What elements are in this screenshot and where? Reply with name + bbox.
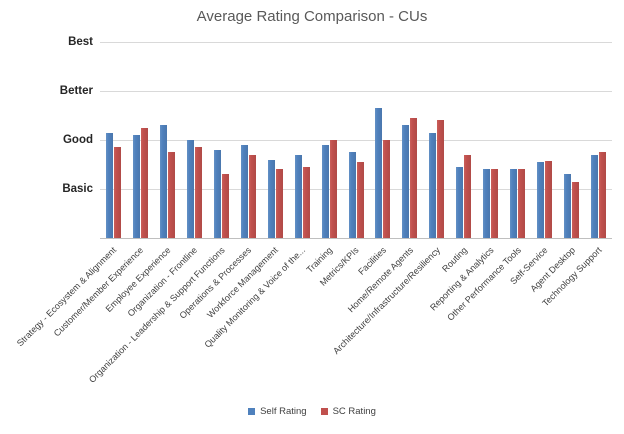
bar-sc-rating bbox=[491, 169, 499, 238]
x-category-label: Strategy - Ecosystem & Alignment bbox=[15, 245, 119, 349]
bar-sc-rating bbox=[545, 161, 553, 238]
y-tick-label: Best bbox=[68, 36, 93, 48]
gridline bbox=[100, 91, 612, 92]
bar-sc-rating bbox=[518, 169, 526, 238]
bar-sc-rating bbox=[437, 120, 445, 238]
bar-sc-rating bbox=[194, 147, 202, 238]
legend-swatch-sc-rating-icon bbox=[320, 408, 328, 415]
gridline bbox=[100, 140, 612, 141]
y-tick-label: Basic bbox=[62, 183, 93, 195]
bar-self-rating bbox=[348, 152, 356, 238]
chart-title: Average Rating Comparison - CUs bbox=[196, 8, 428, 25]
y-tick-label: Good bbox=[62, 134, 93, 146]
bar-sc-rating bbox=[410, 118, 418, 238]
bar-self-rating bbox=[537, 162, 545, 238]
bar-sc-rating bbox=[114, 147, 121, 238]
bar-sc-rating bbox=[140, 128, 148, 238]
bar-self-rating bbox=[591, 155, 598, 238]
bar-sc-rating bbox=[221, 174, 229, 238]
legend: Self Rating SC Rating bbox=[0, 406, 624, 417]
y-tick-label: Better bbox=[59, 85, 93, 97]
bar-sc-rating bbox=[383, 140, 391, 238]
x-axis-line bbox=[100, 238, 612, 239]
legend-label-self-rating: Self Rating bbox=[260, 406, 307, 417]
bar-self-rating bbox=[402, 125, 410, 238]
bar-self-rating bbox=[429, 133, 437, 238]
gridline bbox=[100, 189, 612, 190]
bar-sc-rating bbox=[356, 162, 364, 238]
legend-item-self-rating: Self Rating bbox=[248, 406, 307, 417]
bar-self-rating bbox=[159, 125, 167, 238]
gridline bbox=[100, 42, 612, 43]
bar-self-rating bbox=[510, 169, 518, 238]
bar-self-rating bbox=[186, 140, 194, 238]
bar-sc-rating bbox=[302, 167, 310, 238]
bar-self-rating bbox=[321, 145, 329, 238]
bar-sc-rating bbox=[572, 182, 580, 238]
legend-item-sc-rating: SC Rating bbox=[320, 406, 376, 417]
bar-self-rating bbox=[375, 108, 383, 238]
bar-sc-rating bbox=[248, 155, 256, 238]
bar-self-rating bbox=[106, 133, 113, 238]
bar-sc-rating bbox=[275, 169, 283, 238]
bar-sc-rating bbox=[599, 152, 606, 238]
bar-self-rating bbox=[294, 155, 302, 238]
bar-self-rating bbox=[456, 167, 464, 238]
bar-sc-rating bbox=[464, 155, 472, 238]
bar-sc-rating bbox=[329, 140, 337, 238]
bar-self-rating bbox=[213, 150, 221, 238]
bar-self-rating bbox=[483, 169, 491, 238]
bar-self-rating bbox=[132, 135, 140, 238]
x-category-label: Quality Monitoring & Voice of the... bbox=[202, 245, 308, 350]
bar-self-rating bbox=[240, 145, 248, 238]
bar-self-rating bbox=[267, 160, 275, 238]
bar-self-rating bbox=[564, 174, 572, 238]
legend-label-sc-rating: SC Rating bbox=[332, 406, 376, 417]
bar-sc-rating bbox=[167, 152, 175, 238]
legend-swatch-self-rating-icon bbox=[248, 408, 256, 415]
